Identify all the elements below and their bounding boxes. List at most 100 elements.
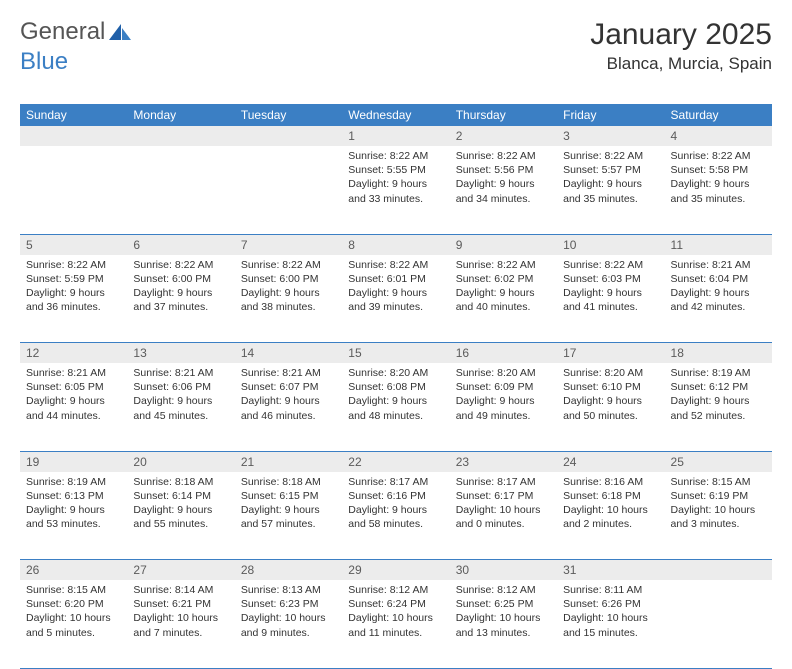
- day-cell: Sunrise: 8:19 AMSunset: 6:13 PMDaylight:…: [20, 472, 127, 560]
- day-cell: Sunrise: 8:22 AMSunset: 6:00 PMDaylight:…: [127, 255, 234, 343]
- weekday-header: Tuesday: [235, 104, 342, 126]
- day-cell: Sunrise: 8:16 AMSunset: 6:18 PMDaylight:…: [557, 472, 664, 560]
- sunset-text: Sunset: 6:20 PM: [26, 597, 121, 611]
- day-number-cell: 31: [557, 560, 664, 581]
- day-cell: Sunrise: 8:22 AMSunset: 5:56 PMDaylight:…: [450, 146, 557, 234]
- sunrise-text: Sunrise: 8:22 AM: [133, 258, 228, 272]
- day-number-cell: 12: [20, 343, 127, 364]
- sunrise-text: Sunrise: 8:21 AM: [671, 258, 766, 272]
- calendar-table: Sunday Monday Tuesday Wednesday Thursday…: [20, 104, 772, 669]
- day-number-cell: 13: [127, 343, 234, 364]
- day-number-cell: 17: [557, 343, 664, 364]
- day-number-row: 262728293031: [20, 560, 772, 581]
- month-title: January 2025: [590, 18, 772, 52]
- page-header: General January 2025 Blanca, Murcia, Spa…: [20, 18, 772, 74]
- daylight-text: Daylight: 9 hours and 57 minutes.: [241, 503, 336, 531]
- day-cell: Sunrise: 8:17 AMSunset: 6:17 PMDaylight:…: [450, 472, 557, 560]
- daylight-text: Daylight: 9 hours and 50 minutes.: [563, 394, 658, 422]
- sunset-text: Sunset: 5:56 PM: [456, 163, 551, 177]
- day-number-cell: 30: [450, 560, 557, 581]
- daylight-text: Daylight: 9 hours and 40 minutes.: [456, 286, 551, 314]
- daylight-text: Daylight: 10 hours and 13 minutes.: [456, 611, 551, 639]
- daylight-text: Daylight: 9 hours and 55 minutes.: [133, 503, 228, 531]
- day-number-row: 567891011: [20, 234, 772, 255]
- day-number-cell: 22: [342, 451, 449, 472]
- daylight-text: Daylight: 9 hours and 35 minutes.: [671, 177, 766, 205]
- title-block: January 2025 Blanca, Murcia, Spain: [590, 18, 772, 74]
- day-number-cell: 19: [20, 451, 127, 472]
- daylight-text: Daylight: 9 hours and 41 minutes.: [563, 286, 658, 314]
- day-number-cell: 5: [20, 234, 127, 255]
- weekday-header: Sunday: [20, 104, 127, 126]
- sunset-text: Sunset: 6:05 PM: [26, 380, 121, 394]
- day-number-cell: 15: [342, 343, 449, 364]
- sunrise-text: Sunrise: 8:19 AM: [26, 475, 121, 489]
- day-cell: Sunrise: 8:22 AMSunset: 5:57 PMDaylight:…: [557, 146, 664, 234]
- sunset-text: Sunset: 6:25 PM: [456, 597, 551, 611]
- daylight-text: Daylight: 9 hours and 34 minutes.: [456, 177, 551, 205]
- day-body-row: Sunrise: 8:19 AMSunset: 6:13 PMDaylight:…: [20, 472, 772, 560]
- sunrise-text: Sunrise: 8:18 AM: [133, 475, 228, 489]
- day-number-cell: 18: [665, 343, 772, 364]
- day-cell: Sunrise: 8:22 AMSunset: 5:58 PMDaylight:…: [665, 146, 772, 234]
- weekday-header: Friday: [557, 104, 664, 126]
- day-body-row: Sunrise: 8:21 AMSunset: 6:05 PMDaylight:…: [20, 363, 772, 451]
- sunset-text: Sunset: 6:01 PM: [348, 272, 443, 286]
- day-cell: [235, 146, 342, 234]
- day-cell: [20, 146, 127, 234]
- sunrise-text: Sunrise: 8:15 AM: [671, 475, 766, 489]
- day-cell: Sunrise: 8:22 AMSunset: 6:03 PMDaylight:…: [557, 255, 664, 343]
- sunset-text: Sunset: 5:57 PM: [563, 163, 658, 177]
- daylight-text: Daylight: 9 hours and 38 minutes.: [241, 286, 336, 314]
- day-number-cell: [235, 126, 342, 146]
- sunrise-text: Sunrise: 8:20 AM: [563, 366, 658, 380]
- sunset-text: Sunset: 6:08 PM: [348, 380, 443, 394]
- day-cell: [665, 580, 772, 668]
- sunset-text: Sunset: 6:21 PM: [133, 597, 228, 611]
- weekday-header: Wednesday: [342, 104, 449, 126]
- day-number-row: 12131415161718: [20, 343, 772, 364]
- sunset-text: Sunset: 6:02 PM: [456, 272, 551, 286]
- daylight-text: Daylight: 9 hours and 58 minutes.: [348, 503, 443, 531]
- day-number-cell: 14: [235, 343, 342, 364]
- sunrise-text: Sunrise: 8:21 AM: [26, 366, 121, 380]
- sunrise-text: Sunrise: 8:22 AM: [456, 149, 551, 163]
- day-number-cell: 8: [342, 234, 449, 255]
- sunrise-text: Sunrise: 8:15 AM: [26, 583, 121, 597]
- day-number-cell: 23: [450, 451, 557, 472]
- logo: General: [20, 18, 135, 46]
- sunset-text: Sunset: 6:04 PM: [671, 272, 766, 286]
- day-number-cell: 7: [235, 234, 342, 255]
- sunrise-text: Sunrise: 8:22 AM: [348, 149, 443, 163]
- day-number-cell: 10: [557, 234, 664, 255]
- day-cell: Sunrise: 8:18 AMSunset: 6:15 PMDaylight:…: [235, 472, 342, 560]
- sunrise-text: Sunrise: 8:19 AM: [671, 366, 766, 380]
- day-number-cell: 20: [127, 451, 234, 472]
- sunset-text: Sunset: 6:14 PM: [133, 489, 228, 503]
- sunset-text: Sunset: 6:17 PM: [456, 489, 551, 503]
- sunrise-text: Sunrise: 8:22 AM: [671, 149, 766, 163]
- location-subtitle: Blanca, Murcia, Spain: [590, 54, 772, 74]
- daylight-text: Daylight: 10 hours and 5 minutes.: [26, 611, 121, 639]
- sunrise-text: Sunrise: 8:21 AM: [133, 366, 228, 380]
- daylight-text: Daylight: 9 hours and 36 minutes.: [26, 286, 121, 314]
- sunrise-text: Sunrise: 8:11 AM: [563, 583, 658, 597]
- sunrise-text: Sunrise: 8:17 AM: [348, 475, 443, 489]
- weekday-header: Thursday: [450, 104, 557, 126]
- day-cell: Sunrise: 8:15 AMSunset: 6:20 PMDaylight:…: [20, 580, 127, 668]
- day-number-cell: 29: [342, 560, 449, 581]
- day-number-cell: 4: [665, 126, 772, 146]
- daylight-text: Daylight: 9 hours and 33 minutes.: [348, 177, 443, 205]
- day-cell: Sunrise: 8:13 AMSunset: 6:23 PMDaylight:…: [235, 580, 342, 668]
- sunrise-text: Sunrise: 8:18 AM: [241, 475, 336, 489]
- logo-sail-icon: [107, 22, 133, 42]
- daylight-text: Daylight: 9 hours and 42 minutes.: [671, 286, 766, 314]
- daylight-text: Daylight: 9 hours and 37 minutes.: [133, 286, 228, 314]
- sunrise-text: Sunrise: 8:16 AM: [563, 475, 658, 489]
- sunset-text: Sunset: 6:10 PM: [563, 380, 658, 394]
- daylight-text: Daylight: 9 hours and 49 minutes.: [456, 394, 551, 422]
- day-number-cell: 1: [342, 126, 449, 146]
- day-number-cell: 24: [557, 451, 664, 472]
- sunrise-text: Sunrise: 8:17 AM: [456, 475, 551, 489]
- sunset-text: Sunset: 6:16 PM: [348, 489, 443, 503]
